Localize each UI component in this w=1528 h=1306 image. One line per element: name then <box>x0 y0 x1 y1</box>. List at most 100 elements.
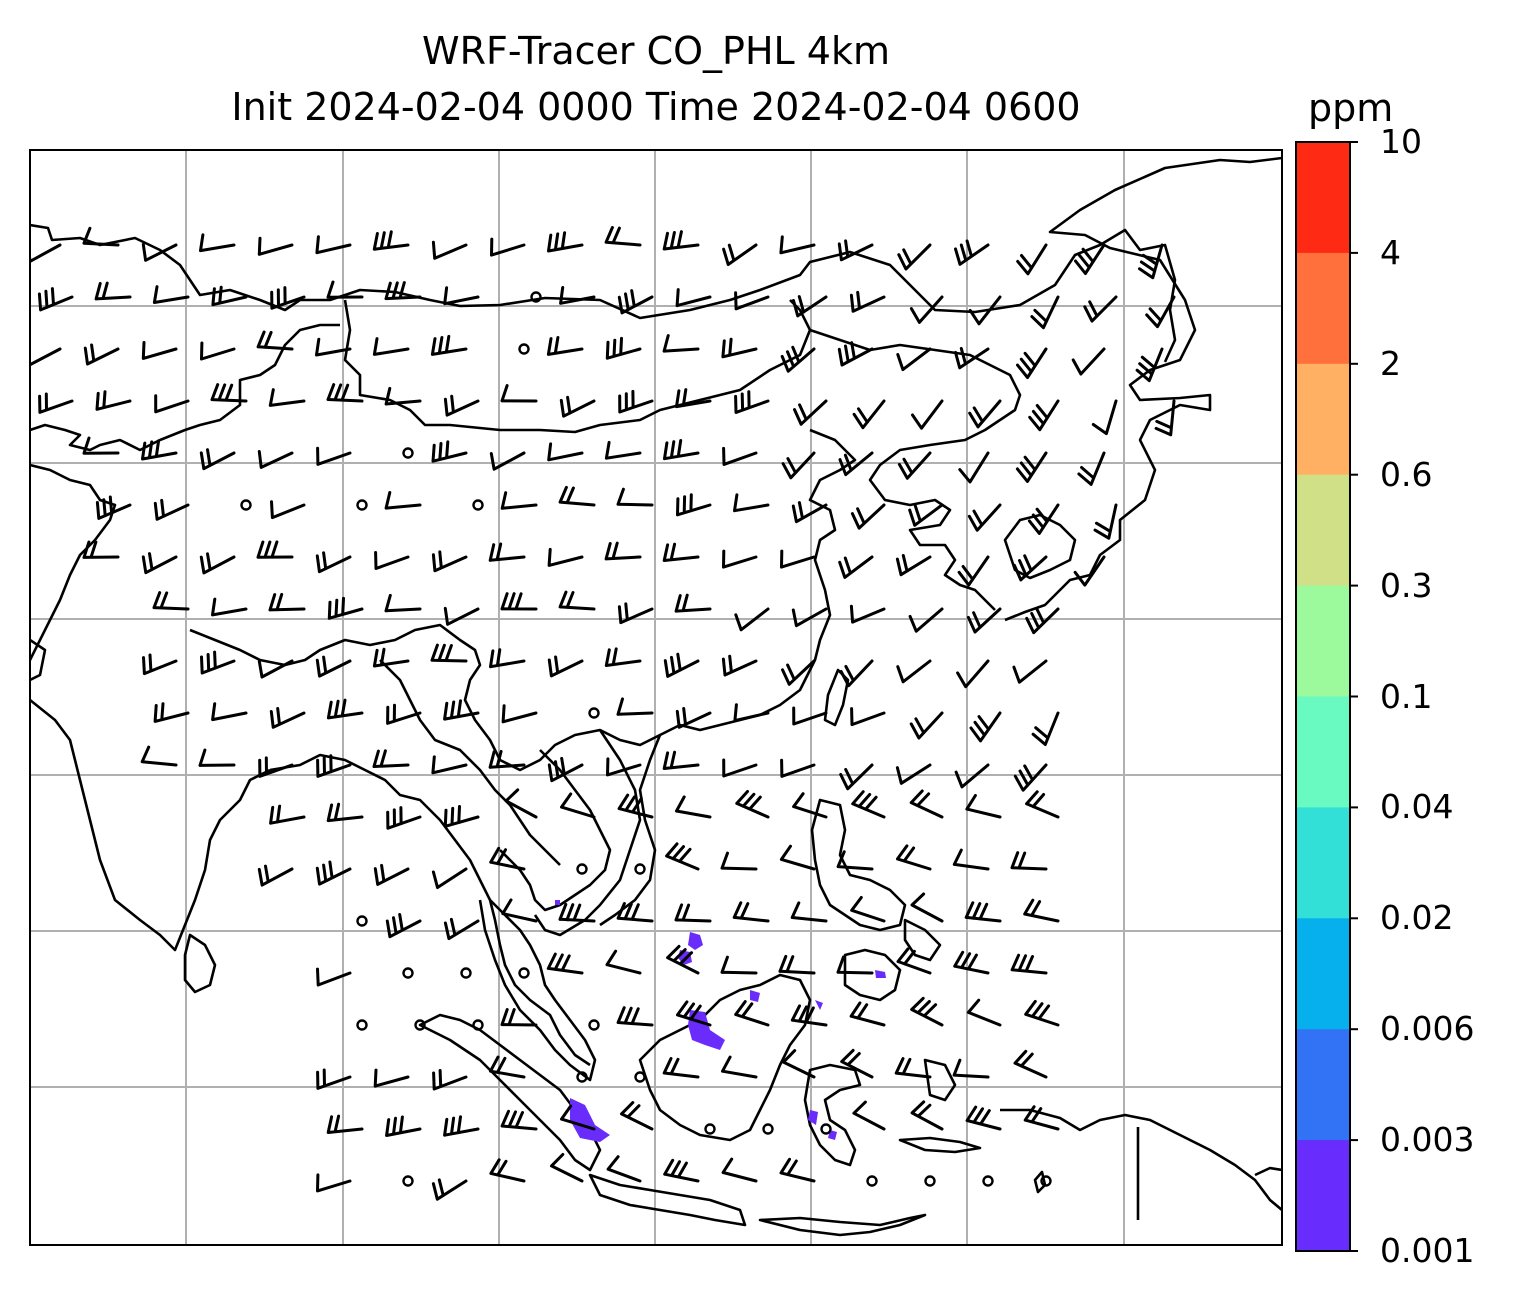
calm-circle <box>924 1175 936 1187</box>
coastline-sulawesi <box>803 1063 862 1167</box>
coastline-seram <box>898 1136 982 1154</box>
wind-barb <box>141 439 178 461</box>
wind-barb <box>315 655 352 678</box>
wind-barb <box>1025 790 1060 819</box>
wind-barb <box>373 863 410 886</box>
wind-barb <box>210 383 248 403</box>
wind-barb <box>734 291 770 311</box>
wind-barb <box>1031 711 1060 746</box>
wind-barb <box>431 550 468 573</box>
wind-barb <box>199 233 236 253</box>
wind-barb <box>547 231 584 253</box>
colorbar-bin <box>1296 585 1350 697</box>
wind-barb <box>1027 503 1060 535</box>
calm-circle <box>472 1019 484 1031</box>
wind-barb <box>781 659 816 686</box>
wind-barb <box>546 336 584 356</box>
border-tibet <box>30 323 340 452</box>
colorbar-bin <box>1296 1140 1350 1252</box>
calm-circle <box>588 707 600 719</box>
colorbar-unit-label: ppm <box>1308 86 1394 130</box>
calm-circle <box>576 1071 588 1083</box>
wind-barb <box>443 286 480 306</box>
wind-barb <box>952 1058 990 1079</box>
colorbar-tick-label: 0.04 <box>1380 787 1454 827</box>
wind-barb <box>851 790 886 819</box>
tracer-patch <box>815 1000 823 1010</box>
wind-barb <box>198 748 236 767</box>
wind-barb <box>30 347 62 367</box>
wind-barb <box>910 892 944 923</box>
wind-barb <box>779 235 816 255</box>
tracer-patch <box>555 900 560 905</box>
colorbar-tick-label: 0.02 <box>1380 898 1454 938</box>
calm-circle <box>1040 1175 1052 1187</box>
wind-barb <box>384 281 422 301</box>
wind-barb <box>1135 347 1164 383</box>
wind-barb <box>154 394 190 414</box>
colorbar-bin <box>1296 1029 1350 1141</box>
calm-circle <box>530 291 542 303</box>
coastline-luzon <box>810 798 907 932</box>
wind-barb <box>779 844 816 871</box>
wind-barb <box>95 495 132 520</box>
wind-barb <box>1016 347 1048 379</box>
wind-barb <box>849 604 886 624</box>
wind-barb <box>199 552 236 575</box>
wind-barb <box>606 1155 642 1183</box>
wind-barb <box>849 1001 886 1027</box>
coastline-srilanka <box>183 933 217 994</box>
wind-barb <box>894 1057 932 1079</box>
wind-barb <box>257 450 294 469</box>
colorbar-tick-label: 0.006 <box>1380 1009 1475 1049</box>
wind-barb <box>965 1105 1002 1131</box>
wind-barb <box>793 399 828 426</box>
wind-barb <box>1074 243 1106 275</box>
wind-barb <box>385 1115 422 1137</box>
wind-barb <box>372 230 410 251</box>
calm-circle <box>240 499 252 511</box>
wind-barb <box>443 699 480 721</box>
wind-barb <box>256 540 294 559</box>
wind-barb <box>734 1000 770 1027</box>
wind-barb <box>315 860 352 886</box>
wind-barb <box>489 1158 526 1183</box>
calm-circle <box>472 499 484 511</box>
wind-barb <box>326 383 364 403</box>
wind-barb <box>722 549 758 569</box>
wind-barb <box>720 955 758 975</box>
wind-barb <box>374 551 410 570</box>
wind-barb <box>674 903 712 923</box>
wind-barb <box>1138 243 1164 280</box>
wind-barb <box>721 1157 758 1183</box>
wind-barb <box>1028 399 1060 432</box>
wind-barb <box>316 1173 352 1193</box>
wind-barb <box>256 330 294 351</box>
wind-barb <box>663 1158 700 1183</box>
wind-barb <box>852 1100 886 1131</box>
colorbar-bin <box>1296 142 1350 254</box>
wind-barb <box>1023 1105 1060 1131</box>
coastline-taiwan <box>823 668 850 727</box>
wind-barb <box>616 1006 654 1027</box>
coastline-newguinea <box>1000 1108 1282 1211</box>
wind-barb <box>1024 999 1060 1027</box>
coastline-sunda <box>758 1213 927 1237</box>
wind-barb <box>605 949 642 975</box>
calm-circle <box>704 1123 716 1135</box>
wind-barb <box>141 341 178 360</box>
wind-barb <box>153 702 190 723</box>
wind-barb <box>735 790 770 819</box>
wind-barb <box>373 1068 410 1088</box>
wind-barb <box>30 243 62 263</box>
wind-barb <box>559 286 596 305</box>
wind-barb <box>316 967 352 987</box>
wind-barb <box>500 592 538 611</box>
wind-barb <box>720 851 758 871</box>
wind-barb <box>152 285 190 304</box>
wind-barb <box>662 542 700 562</box>
wind-barb <box>780 549 816 569</box>
wind-barb <box>734 607 770 632</box>
wind-barb <box>37 287 74 312</box>
wind-barb <box>140 745 178 767</box>
